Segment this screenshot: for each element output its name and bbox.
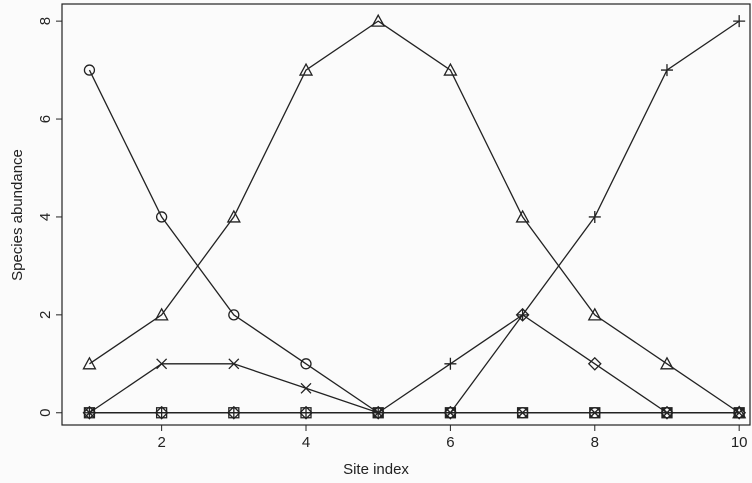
point: [733, 407, 745, 419]
series-line: [89, 20, 740, 414]
point: [516, 308, 529, 321]
point: [300, 407, 312, 419]
point: [156, 358, 168, 370]
point: [587, 307, 602, 321]
x-tick-label: 2: [157, 434, 165, 451]
x-tick-label: 6: [446, 434, 454, 451]
point: [372, 407, 384, 419]
point: [516, 407, 529, 419]
point: [660, 405, 674, 420]
point: [733, 15, 746, 28]
y-axis-label: Species abundance: [9, 149, 26, 281]
point: [589, 407, 601, 419]
point: [661, 407, 673, 419]
point: [515, 307, 530, 322]
point: [83, 64, 96, 76]
point: [587, 356, 602, 371]
y-tick-label: 6: [37, 115, 54, 123]
y-tick-label: 2: [37, 311, 54, 319]
point: [82, 405, 97, 420]
x-axis-label: Site index: [343, 461, 409, 478]
point: [299, 405, 313, 420]
y-tick-label: 8: [37, 17, 54, 25]
point: [154, 307, 169, 321]
series-line: [89, 20, 740, 414]
point: [228, 309, 240, 321]
point: [228, 358, 240, 370]
point: [300, 382, 312, 394]
point: [371, 13, 386, 27]
point: [659, 356, 675, 370]
point: [444, 407, 457, 419]
point: [155, 407, 168, 419]
point: [444, 357, 457, 370]
point: [82, 356, 97, 370]
point: [588, 210, 601, 223]
point: [732, 405, 747, 420]
point: [228, 407, 240, 419]
point: [298, 62, 314, 76]
x-tick-label: 8: [591, 434, 599, 451]
point: [443, 405, 458, 420]
point: [226, 209, 241, 223]
x-tick-label: 10: [731, 434, 748, 451]
point: [83, 407, 96, 419]
point: [300, 358, 312, 370]
x-tick-label: 4: [302, 434, 310, 451]
y-tick-label: 0: [37, 409, 54, 417]
point: [443, 62, 458, 76]
point: [155, 211, 168, 223]
point: [660, 64, 673, 77]
point: [154, 405, 169, 420]
plot-frame: [61, 3, 751, 426]
y-tick-label: 4: [37, 213, 54, 221]
point: [226, 405, 241, 420]
point: [515, 209, 530, 223]
